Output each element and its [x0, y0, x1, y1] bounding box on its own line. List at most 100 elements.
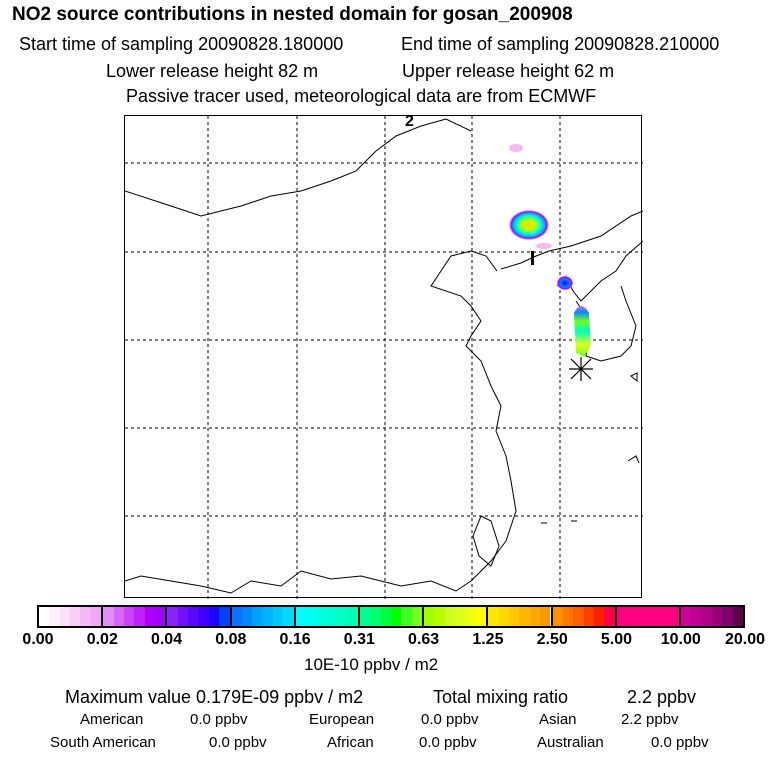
colorbar-swatch	[488, 607, 499, 626]
colorbar-swatch	[359, 607, 371, 626]
colorbar-swatch	[380, 607, 392, 626]
australian-value: 0.0 ppbv	[651, 734, 709, 751]
colorbar-swatch	[475, 607, 487, 626]
colorbar-segment	[295, 607, 360, 626]
end-time: End time of sampling 20090828.210000	[401, 34, 720, 54]
colorbar-unit: 10E-10 ppbv / m2	[304, 655, 439, 674]
map-label-2: 2	[405, 116, 414, 130]
colorbar-segment	[680, 607, 744, 626]
colorbar-tick: 10.00	[660, 631, 701, 648]
colorbar-tick: 0.02	[86, 631, 118, 648]
max-value: Maximum value 0.179E-09 ppbv / m2	[65, 687, 364, 707]
map-panel: 2	[124, 115, 643, 599]
upper-height: Upper release height 62 m	[402, 61, 615, 81]
african-value: 0.0 ppbv	[419, 734, 477, 751]
colorbar-swatch	[123, 607, 135, 626]
total-label: Total mixing ratio	[433, 687, 569, 707]
colorbar-segment	[552, 607, 617, 626]
colorbar-swatch	[167, 607, 178, 626]
colorbar-swatch	[401, 607, 412, 626]
colorbar-swatch	[347, 607, 358, 626]
colorbar-tick: 0.04	[150, 631, 183, 648]
colorbar-swatch	[529, 607, 541, 626]
colorbar-tick: 0.63	[408, 631, 440, 648]
colorbar-tick: 2.50	[536, 631, 568, 648]
colorbar-swatch	[70, 607, 81, 626]
map-label-1	[531, 251, 534, 265]
colorbar-swatch	[283, 607, 294, 626]
australian-label: Australian	[537, 734, 604, 751]
colorbar-swatch	[647, 607, 659, 626]
concentration-plumes	[509, 144, 591, 357]
colorbar-swatch	[509, 607, 520, 626]
colorbar-swatch	[680, 607, 692, 626]
colorbar-swatch	[49, 607, 60, 626]
colorbar-swatch	[80, 607, 91, 626]
colorbar-swatch	[637, 607, 648, 626]
colorbar-swatch	[144, 607, 155, 626]
colorbar-swatch	[540, 607, 551, 626]
colorbar-tick: 0.31	[343, 631, 375, 648]
colorbar-swatch	[273, 607, 284, 626]
colorbar-swatch	[198, 607, 209, 626]
colorbar-swatch	[593, 607, 605, 626]
asian-value: 2.2 ppbv	[621, 711, 679, 728]
asian-label: Asian	[539, 711, 577, 728]
colorbar-swatch	[658, 607, 669, 626]
colorbar-swatch	[498, 607, 510, 626]
colorbar-tick: 0.08	[215, 631, 247, 648]
colorbar-swatch	[562, 607, 574, 626]
colorbar-swatch	[188, 607, 199, 626]
total-value: 2.2 ppbv	[627, 687, 697, 707]
colorbar-swatch	[455, 607, 466, 626]
colorbar-swatch	[252, 607, 263, 626]
colorbar-swatch	[370, 607, 381, 626]
colorbar	[37, 605, 745, 628]
colorbar-swatch	[113, 607, 124, 626]
african-label: African	[327, 734, 374, 751]
colorbar-swatch	[59, 607, 71, 626]
colorbar-swatch	[444, 607, 456, 626]
start-time: Start time of sampling 20090828.180000	[19, 34, 344, 54]
colorbar-swatch	[465, 607, 476, 626]
colorbar-tick: 20.00	[724, 631, 766, 648]
colorbar-swatch	[604, 607, 615, 626]
coastlines	[125, 118, 643, 594]
american-value: 0.0 ppbv	[190, 711, 248, 728]
colorbar-swatch	[711, 607, 723, 626]
colorbar-segment	[488, 607, 553, 626]
colorbar-segment	[167, 607, 232, 626]
american-label: American	[80, 711, 144, 728]
colorbar-swatch	[326, 607, 338, 626]
colorbar-swatch	[627, 607, 638, 626]
colorbar-segment	[616, 607, 681, 626]
colorbar-swatch	[306, 607, 317, 626]
colorbar-swatch	[154, 607, 166, 626]
colorbar-tick: 0.16	[279, 631, 311, 648]
colorbar-tick: 0.00	[22, 631, 54, 648]
colorbar-swatch	[90, 607, 102, 626]
tracer-note: Passive tracer used, meteorological data…	[126, 86, 597, 106]
colorbar-swatch	[573, 607, 584, 626]
colorbar-swatch	[177, 607, 189, 626]
colorbar-swatch	[208, 607, 220, 626]
colorbar-swatch	[434, 607, 445, 626]
colorbar-swatch	[519, 607, 530, 626]
colorbar-swatch	[424, 607, 435, 626]
colorbar-swatch	[231, 607, 242, 626]
lower-height: Lower release height 82 m	[106, 61, 319, 81]
colorbar-swatch	[103, 607, 114, 626]
release-site-marker	[569, 357, 593, 381]
colorbar-swatch	[241, 607, 253, 626]
colorbar-swatch	[701, 607, 712, 626]
colorbar-segment	[424, 607, 489, 626]
colorbar-swatch	[552, 607, 563, 626]
south-american-value: 0.0 ppbv	[209, 734, 267, 751]
colorbar-swatch	[691, 607, 702, 626]
colorbar-segment	[359, 607, 425, 626]
colorbar-segment	[231, 607, 296, 626]
colorbar-swatch	[668, 607, 679, 626]
colorbar-swatch	[616, 607, 628, 626]
colorbar-swatch	[134, 607, 145, 626]
colorbar-swatch	[337, 607, 348, 626]
